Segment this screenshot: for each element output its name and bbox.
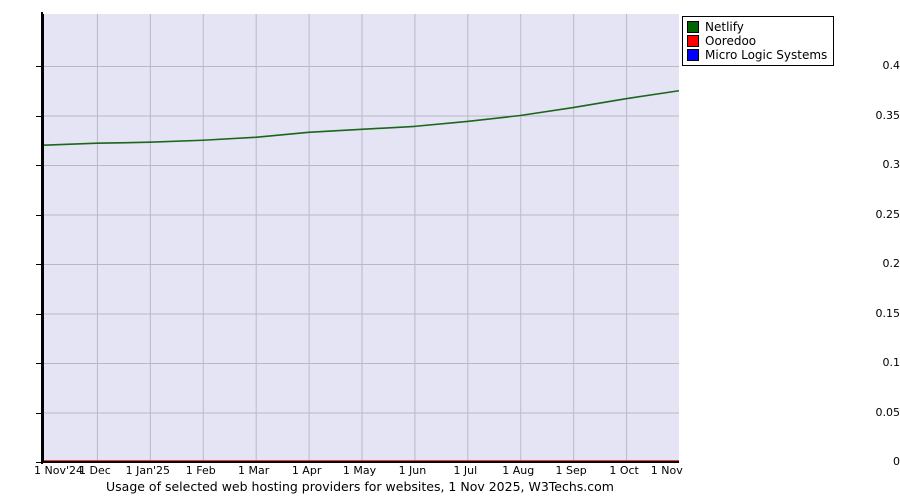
legend-label-micro-logic-systems: Micro Logic Systems [705, 47, 828, 62]
x-tick-label: 1 Nov [650, 464, 683, 477]
y-axis [41, 12, 43, 464]
y-tick-label: 0.15 [875, 306, 900, 320]
x-tick-label: 1 Mar [238, 464, 270, 477]
y-tick-label: 0.25 [875, 207, 900, 221]
y-tick-mark [36, 462, 43, 463]
y-tick-mark [36, 363, 43, 364]
legend-item-netlify[interactable]: Netlify [687, 20, 827, 34]
legend-swatch-ooredoo [687, 35, 699, 47]
y-tick-label: 0 [893, 455, 900, 468]
y-tick-mark [36, 264, 43, 265]
y-tick-label: 0.1 [882, 356, 900, 369]
x-tick-label: 1 Aug [502, 464, 535, 477]
plot-area [42, 14, 679, 462]
x-tick-label: 1 Nov'24 [34, 464, 83, 477]
legend-item-ooredoo[interactable]: Ooredoo [687, 34, 827, 48]
x-tick-label: 1 Dec [79, 464, 111, 477]
y-tick-mark [36, 313, 43, 315]
x-tick-label: 1 Apr [291, 464, 322, 477]
legend-label-netlify: Netlify [705, 19, 744, 34]
y-tick-mark [36, 115, 43, 117]
y-tick-label: 0.35 [875, 108, 900, 122]
y-tick-mark [36, 214, 43, 216]
x-tick-label: 1 Oct [609, 464, 639, 477]
chart-canvas [44, 14, 679, 462]
y-tick-label: 0.4 [882, 59, 900, 72]
legend-swatch-netlify [687, 21, 699, 33]
x-axis [41, 461, 679, 463]
x-tick-label: 1 Sep [555, 464, 587, 477]
legend-label-ooredoo: Ooredoo [705, 33, 757, 48]
y-tick-label: 0.2 [882, 257, 900, 270]
y-tick-mark [36, 412, 43, 414]
y-tick-mark [36, 66, 43, 67]
y-tick-label: 0.3 [882, 158, 900, 171]
x-tick-label: 1 Feb [185, 464, 216, 477]
series-line-netlify [44, 89, 679, 146]
x-tick-label: 1 May [342, 464, 377, 477]
chart-caption: Usage of selected web hosting providers … [106, 479, 614, 494]
legend-swatch-micro-logic-systems [687, 49, 699, 61]
y-tick-mark [36, 165, 43, 166]
x-tick-label: 1 Jul [453, 464, 478, 477]
x-tick-label: 1 Jun [398, 464, 427, 477]
x-tick-label: 1 Jan'25 [125, 464, 171, 477]
legend-item-micro-logic-systems[interactable]: Micro Logic Systems [687, 48, 827, 62]
y-tick-label: 0.05 [875, 405, 900, 419]
chart-legend: Netlify Ooredoo Micro Logic Systems [682, 16, 835, 66]
